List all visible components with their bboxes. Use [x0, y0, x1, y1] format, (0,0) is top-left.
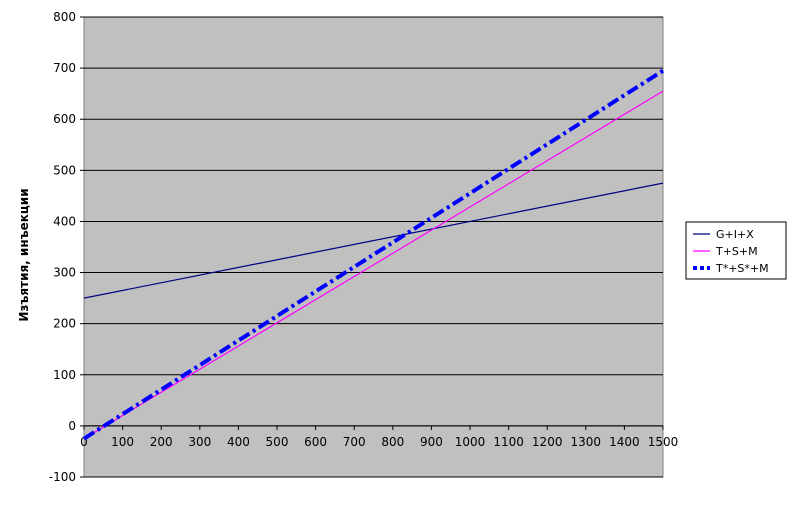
- y-tick-label: 800: [53, 10, 76, 24]
- x-tick-label: 1100: [493, 435, 524, 449]
- y-axis-label: Изъятия, инъекции: [17, 188, 31, 321]
- y-tick-label: 400: [53, 214, 76, 228]
- y-tick-label: 200: [53, 317, 76, 331]
- series-line-2: [83, 90, 664, 440]
- x-axis-ticks: 0 100 200 300 400 500 600 700 800 900 1000 1100 1200…: [80, 425, 679, 449]
- series-lines: [82, 68, 665, 441]
- plot-area: [83, 16, 664, 478]
- y-tick-label: 300: [53, 266, 76, 280]
- y-tick-label: 700: [53, 61, 76, 75]
- series-line-1: [83, 182, 664, 299]
- legend-label: G+I+X: [716, 228, 754, 241]
- x-tick-label: 0: [80, 435, 88, 449]
- x-tick-label: 400: [227, 435, 250, 449]
- y-tick-label: -100: [49, 470, 76, 484]
- x-tick-label: 500: [266, 435, 289, 449]
- y-tick-label: 100: [53, 368, 76, 382]
- x-tick-label: 200: [150, 435, 173, 449]
- x-tick-label: 1400: [609, 435, 640, 449]
- x-tick-label: 1500: [648, 435, 679, 449]
- x-tick-label: 1200: [532, 435, 563, 449]
- x-tick-label: 800: [381, 435, 404, 449]
- legend-label: T*+S*+M: [715, 262, 769, 275]
- y-tick-label: 0: [68, 419, 76, 433]
- x-tick-label: 300: [188, 435, 211, 449]
- x-tick-label: 700: [343, 435, 366, 449]
- x-tick-label: 1300: [571, 435, 602, 449]
- x-tick-label: 600: [304, 435, 327, 449]
- x-tick-label: 900: [420, 435, 443, 449]
- legend-label: T+S+M: [715, 245, 758, 258]
- y-axis-ticks: -100 0 100 200 300 400 500 600 700 800: [49, 10, 84, 484]
- x-tick-label: 1000: [455, 435, 486, 449]
- legend: G+I+X T+S+M T*+S*+M: [685, 221, 787, 280]
- y-tick-label: 600: [53, 112, 76, 126]
- x-tick-label: 100: [111, 435, 134, 449]
- y-tick-label: 500: [53, 163, 76, 177]
